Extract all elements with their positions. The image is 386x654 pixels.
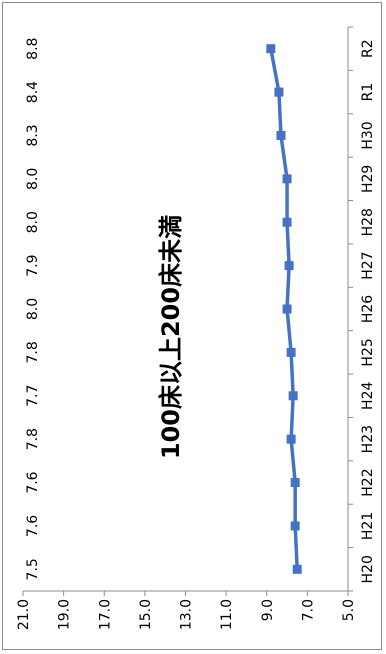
category-tick-label: H26 — [360, 295, 376, 323]
data-point-marker — [274, 87, 284, 97]
data-label: 7.6 — [25, 515, 41, 537]
series-markers — [266, 44, 302, 574]
category-tick-label: H23 — [360, 425, 376, 453]
data-label: 7.8 — [25, 341, 41, 363]
chart-title: 100床以上200床未満 — [157, 215, 185, 459]
chart-svg: 5.0 7.0 9.0 11.0 13.0 15.0 17.0 19.0 21.0 H20 H21… — [16, 26, 376, 630]
value-tick-label: 15.0 — [138, 599, 154, 630]
category-tick-label: H20 — [360, 555, 376, 583]
data-label: 7.8 — [25, 428, 41, 450]
value-axis-ticks: 5.0 7.0 9.0 11.0 13.0 15.0 17.0 19.0 21.0 — [16, 591, 357, 630]
data-point-marker — [290, 521, 300, 531]
data-point-marker — [292, 564, 302, 574]
data-point-marker — [282, 174, 292, 184]
category-tick-label: R1 — [360, 83, 376, 102]
category-axis-ticks: H20 H21 H22 H23 H24 H25 H26 H27 H28 H29 H30 R1 R2 — [348, 26, 376, 592]
category-tick-label: H29 — [360, 165, 376, 193]
value-tick-label: 7.0 — [300, 599, 316, 621]
data-label: 8.4 — [25, 81, 41, 103]
category-tick-label: H22 — [360, 468, 376, 496]
data-label: 7.9 — [25, 254, 41, 276]
data-label: 8.0 — [25, 298, 41, 320]
data-label: 7.6 — [25, 471, 41, 493]
category-tick-label: H28 — [360, 208, 376, 236]
data-point-marker — [276, 130, 286, 140]
data-point-marker — [288, 391, 298, 401]
category-tick-label: H27 — [360, 251, 376, 279]
value-tick-label: 19.0 — [57, 599, 73, 630]
data-label: 7.5 — [25, 558, 41, 580]
value-tick-label: 9.0 — [260, 599, 276, 621]
data-point-marker — [286, 434, 296, 444]
data-point-marker — [286, 347, 296, 357]
value-tick-label: 11.0 — [219, 599, 235, 630]
category-tick-label: R2 — [360, 39, 376, 58]
data-point-marker — [282, 304, 292, 314]
value-tick-label: 17.0 — [97, 599, 113, 630]
value-tick-label: 13.0 — [179, 599, 195, 630]
data-label: 8.0 — [25, 168, 41, 190]
data-label: 7.7 — [25, 385, 41, 407]
category-tick-label: H30 — [360, 121, 376, 149]
data-label: 8.0 — [25, 211, 41, 233]
chart-frame: 5.0 7.0 9.0 11.0 13.0 15.0 17.0 19.0 21.0 H20 H21… — [2, 2, 382, 650]
data-label: 8.3 — [25, 124, 41, 146]
category-tick-label: H21 — [360, 512, 376, 540]
data-label: 8.8 — [25, 38, 41, 60]
data-point-marker — [290, 478, 300, 488]
category-tick-label: H24 — [360, 382, 376, 410]
data-point-marker — [282, 217, 292, 227]
data-labels: 7.5 7.6 7.6 7.8 7.7 7.8 8.0 7.9 8.0 8.0 8.3 8.4 8.8 — [25, 38, 41, 581]
value-tick-label: 21.0 — [16, 599, 32, 630]
data-point-marker — [284, 261, 294, 271]
value-tick-label: 5.0 — [341, 599, 357, 621]
data-point-marker — [266, 44, 276, 54]
category-tick-label: H25 — [360, 338, 376, 366]
